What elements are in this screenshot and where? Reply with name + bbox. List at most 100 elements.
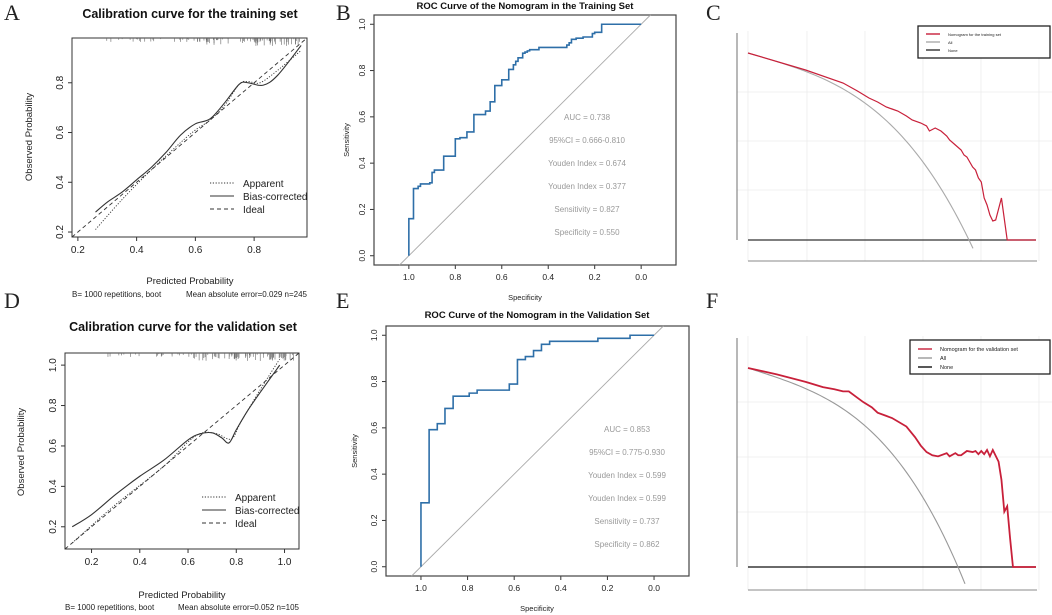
y-tick-label: 0.2	[357, 203, 367, 215]
panel-f-dca-validation: Nomogram for the validation set All None	[737, 336, 1052, 590]
x-tick-label: 0.8	[247, 245, 261, 256]
y-tick-label: 0.4	[48, 479, 59, 493]
x-tick-label: 0.0	[635, 272, 647, 282]
figure-canvas: A B C D E F Calibration curve for the tr…	[0, 0, 1052, 615]
panel-letter-b: B	[336, 0, 351, 25]
y-tick-label: 0.8	[55, 75, 66, 89]
all-curve	[748, 368, 965, 584]
y-tick-label: 0.4	[357, 157, 367, 169]
y-tick-label: 0.6	[55, 125, 66, 139]
annotation-text: AUC = 0.738	[564, 113, 611, 122]
footer-error: Mean absolute error=0.052 n=105	[178, 603, 300, 612]
annotation-text: Youden Index = 0.674	[548, 159, 626, 168]
footer-repetitions: B= 1000 repetitions, boot	[65, 603, 155, 612]
annotation-text: Sensitivity = 0.827	[554, 205, 620, 214]
x-tick-label: 0.2	[85, 557, 99, 568]
y-tick-label: 0.6	[369, 422, 379, 434]
x-tick-label: 0.2	[602, 583, 614, 593]
annotation-text: Youden Index = 0.599	[588, 494, 666, 503]
y-axis-label: Sensitivity	[350, 434, 359, 468]
x-tick-label: 1.0	[278, 557, 292, 568]
x-tick-label: 0.6	[496, 272, 508, 282]
panel-letter-f: F	[706, 288, 718, 313]
legend-label: Ideal	[243, 205, 265, 216]
chart-title: Calibration curve for the validation set	[69, 320, 298, 334]
x-tick-label: 0.8	[462, 583, 474, 593]
x-tick-label: 0.8	[229, 557, 243, 568]
x-tick-label: 0.4	[133, 557, 147, 568]
y-tick-label: 0.0	[357, 250, 367, 262]
x-axis-label: Predicted Probability	[138, 590, 225, 601]
annotation-text: Youden Index = 0.599	[588, 471, 666, 480]
legend-label: None	[948, 48, 958, 53]
footer-repetitions: B= 1000 repetitions, boot	[72, 290, 162, 299]
y-tick-label: 0.4	[55, 175, 66, 189]
x-tick-label: 1.0	[403, 272, 415, 282]
y-tick-label: 1.0	[48, 358, 59, 372]
legend-label: Nomogram for the validation set	[940, 347, 1018, 353]
x-tick-label: 0.2	[589, 272, 601, 282]
y-tick-label: 0.6	[48, 439, 59, 453]
legend-box	[910, 340, 1050, 374]
legend-label: Apparent	[243, 179, 284, 190]
y-tick-label: 0.8	[369, 375, 379, 387]
panel-letter-a: A	[4, 0, 20, 25]
x-tick-label: 0.4	[542, 272, 554, 282]
x-tick-label: 0.2	[71, 245, 85, 256]
x-tick-label: 0.8	[449, 272, 461, 282]
series-line-ideal	[65, 353, 299, 549]
y-tick-label: 0.2	[48, 519, 59, 533]
annotation-text: Sensitivity = 0.737	[594, 517, 660, 526]
annotation-text: Youden Index = 0.377	[548, 182, 626, 191]
series-line-ideal	[72, 38, 307, 237]
panel-letter-e: E	[336, 288, 349, 313]
y-tick-label: 0.8	[48, 398, 59, 412]
annotation-text: Specificity = 0.862	[594, 540, 660, 549]
chart-title: Calibration curve for the training set	[82, 7, 298, 21]
annotation-text: Specificity = 0.550	[554, 228, 620, 237]
y-tick-label: 1.0	[369, 329, 379, 341]
annotation-text: 95%CI = 0.775-0.930	[589, 448, 665, 457]
x-axis-label: Specificity	[508, 293, 542, 302]
y-tick-label: 0.4	[369, 468, 379, 480]
x-axis-label: Predicted Probability	[146, 276, 233, 287]
panel-letter-c: C	[706, 0, 721, 25]
legend-label: All	[940, 356, 946, 362]
legend-label: Apparent	[235, 493, 276, 504]
panel-letter-d: D	[4, 288, 20, 313]
y-axis-label: Sensitivity	[342, 123, 351, 157]
panel-d-calibration-validation: Calibration curve for the validation set…	[16, 320, 300, 612]
x-tick-label: 0.4	[555, 583, 567, 593]
annotation-text: 95%CI = 0.666-0.810	[549, 136, 625, 145]
panel-a-calibration-training: Calibration curve for the training set P…	[24, 7, 308, 299]
all-curve	[748, 53, 973, 248]
y-tick-label: 0.0	[369, 561, 379, 573]
x-axis-label: Specificity	[520, 604, 554, 613]
legend-label: Bias-corrected	[243, 192, 307, 203]
y-tick-label: 0.2	[369, 514, 379, 526]
rug-marks	[107, 38, 300, 46]
legend-label: All	[948, 40, 953, 45]
y-axis-label: Observed Probability	[24, 93, 35, 181]
model-curve	[748, 368, 1036, 567]
x-tick-label: 0.0	[648, 583, 660, 593]
y-axis-label: Observed Probability	[16, 408, 27, 496]
x-tick-label: 0.4	[130, 245, 144, 256]
rug-marks	[108, 353, 293, 361]
footer-error: Mean absolute error=0.029 n=245	[186, 290, 308, 299]
legend-label: Bias-corrected	[235, 506, 299, 517]
model-curve	[748, 53, 1036, 240]
legend-label: Ideal	[235, 519, 257, 530]
x-tick-label: 0.6	[188, 245, 202, 256]
x-tick-label: 0.6	[181, 557, 195, 568]
legend-label: None	[940, 365, 953, 371]
y-tick-label: 0.8	[357, 64, 367, 76]
chart-title: ROC Curve of the Nomogram in the Validat…	[425, 310, 651, 321]
y-tick-label: 0.2	[55, 225, 66, 239]
y-tick-label: 0.6	[357, 111, 367, 123]
panel-e-roc-validation: ROC Curve of the Nomogram in the Validat…	[350, 310, 689, 613]
legend-label: Nomogram for the training set	[948, 32, 1002, 37]
x-tick-label: 0.6	[508, 583, 520, 593]
chart-title: ROC Curve of the Nomogram in the Trainin…	[417, 1, 635, 12]
y-tick-label: 1.0	[357, 18, 367, 30]
